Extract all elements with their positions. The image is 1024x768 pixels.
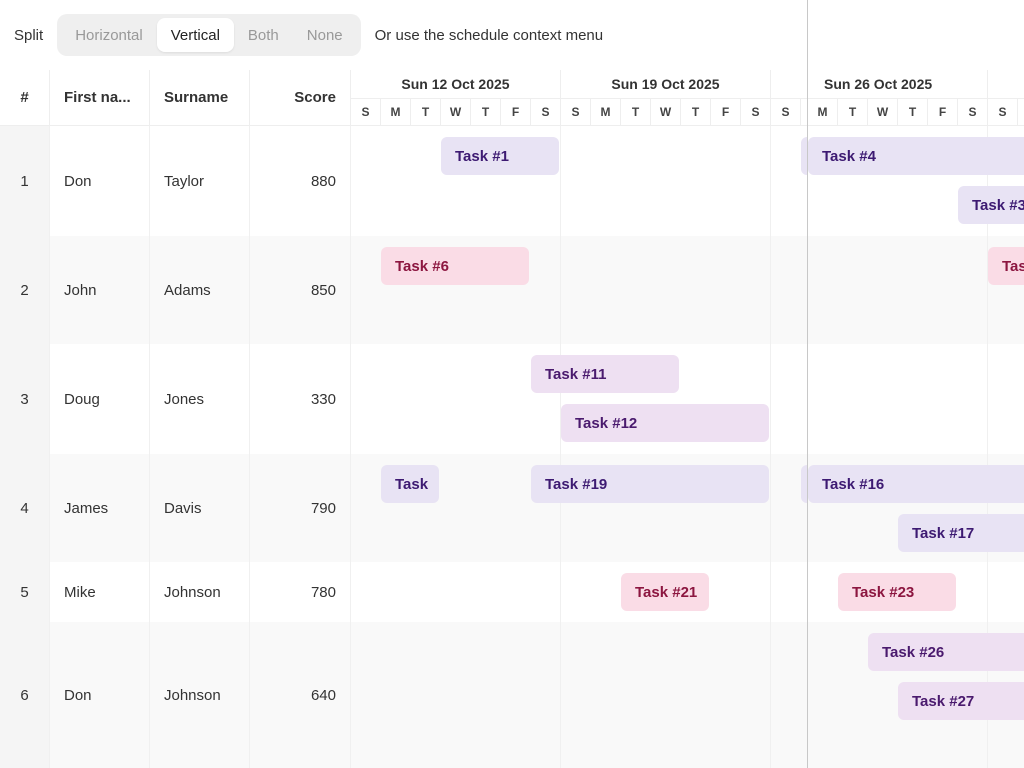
schedule-left-view[interactable]: Sun 12 Oct 2025 S M T W T F S Sun 19 Oct 2025 S M T… <box>351 70 807 768</box>
day-header: M <box>808 99 838 126</box>
score-cell[interactable]: 640 <box>250 622 351 768</box>
day-header: T <box>411 99 441 126</box>
day-header: S <box>561 99 591 126</box>
event-bar[interactable]: Task #27 <box>898 682 1024 720</box>
event-bar[interactable]: Task #4 <box>801 137 807 175</box>
day-header: W <box>868 99 898 126</box>
event-bar[interactable]: Task #21 <box>621 573 709 611</box>
week-header: Sun 12 Oct 2025 <box>351 70 561 99</box>
score-cell[interactable]: 330 <box>250 344 351 454</box>
event-bar[interactable]: Task #4 <box>808 137 1024 175</box>
day-header: W <box>441 99 471 126</box>
schedule-row[interactable] <box>351 126 807 236</box>
row-number: 6 <box>0 622 50 768</box>
split-horizontal-button[interactable]: Horizontal <box>75 26 143 44</box>
week-header: Sun 26 Oct 2025 <box>808 70 988 99</box>
day-header: S <box>771 99 801 126</box>
surname-cell[interactable]: Taylor <box>150 126 250 236</box>
day-header: T <box>898 99 928 126</box>
first-name-cell[interactable]: Doug <box>50 344 150 454</box>
day-header: M <box>1018 99 1024 126</box>
day-header: M <box>591 99 621 126</box>
event-bar[interactable]: Task #23 <box>838 573 956 611</box>
day-header: S <box>741 99 771 126</box>
event-bar[interactable]: Task #6 <box>381 247 529 285</box>
column-header-score[interactable]: Score <box>250 70 351 126</box>
score-cell[interactable]: 880 <box>250 126 351 236</box>
first-name-cell[interactable]: Mike <box>50 562 150 622</box>
split-none-button[interactable]: None <box>306 26 343 44</box>
event-bar[interactable]: Task #3 <box>958 186 1024 224</box>
day-header: M <box>801 99 807 126</box>
row-number: 4 <box>0 454 50 562</box>
split-both-button[interactable]: Both <box>247 26 279 44</box>
day-header: S <box>958 99 988 126</box>
event-bar[interactable]: Task #16 <box>808 465 1024 503</box>
day-header: F <box>711 99 741 126</box>
score-cell[interactable]: 780 <box>250 562 351 622</box>
split-vertical-button[interactable]: Vertical <box>156 18 234 52</box>
day-header: T <box>621 99 651 126</box>
day-header: W <box>651 99 681 126</box>
column-header-surname[interactable]: Surname <box>150 70 250 126</box>
event-bar[interactable]: Task <box>381 465 439 503</box>
event-bar[interactable]: Task #26 <box>868 633 1024 671</box>
hint-text: Or use the schedule context menu <box>374 26 604 44</box>
week-divider <box>560 126 561 768</box>
day-header: S <box>351 99 381 126</box>
row-number: 3 <box>0 344 50 454</box>
day-header: M <box>381 99 411 126</box>
surname-cell[interactable]: Adams <box>150 236 250 344</box>
table-row[interactable]: 4 James Davis 790 <box>0 454 351 562</box>
table-row[interactable]: 1 Don Taylor 880 <box>0 126 351 236</box>
day-header: F <box>501 99 531 126</box>
surname-cell[interactable]: Jones <box>150 344 250 454</box>
schedule-row[interactable] <box>351 562 807 622</box>
week-divider <box>987 126 988 768</box>
event-bar[interactable]: Task #11 <box>531 355 679 393</box>
day-header: S <box>531 99 561 126</box>
toolbar: Split Horizontal Vertical Both None Or u… <box>0 0 807 70</box>
week-header: Sun 19 Oct 2025 <box>561 70 771 99</box>
column-header-first-name[interactable]: First na... <box>50 70 150 126</box>
week-header: Sun 2 Nov 2025 <box>988 70 1024 99</box>
day-header: F <box>928 99 958 126</box>
score-cell[interactable]: 850 <box>250 236 351 344</box>
event-bar[interactable]: Task #17 <box>898 514 1024 552</box>
table-row[interactable]: 5 Mike Johnson 780 <box>0 562 351 622</box>
first-name-cell[interactable]: Don <box>50 126 150 236</box>
row-number: 2 <box>0 236 50 344</box>
schedule-right-view[interactable]: Sun 26 Oct 2025MTWTFSSun 2 Nov 2025SMTas… <box>808 70 1024 768</box>
event-bar[interactable]: Task #7 <box>988 247 1024 285</box>
table-row[interactable]: 6 Don Johnson 640 <box>0 622 351 768</box>
day-header: S <box>988 99 1018 126</box>
day-header: T <box>838 99 868 126</box>
split-mode-segmented-control: Horizontal Vertical Both None <box>57 14 361 56</box>
vertical-splitter[interactable] <box>807 0 808 768</box>
table-row[interactable]: 2 John Adams 850 <box>0 236 351 344</box>
table-row[interactable]: 3 Doug Jones 330 <box>0 344 351 454</box>
row-number: 1 <box>0 126 50 236</box>
column-header-number[interactable]: # <box>0 70 50 126</box>
surname-cell[interactable]: Johnson <box>150 622 250 768</box>
split-label: Split <box>14 26 44 44</box>
first-name-cell[interactable]: John <box>50 236 150 344</box>
surname-cell[interactable]: Johnson <box>150 562 250 622</box>
surname-cell[interactable]: Davis <box>150 454 250 562</box>
week-divider <box>770 126 771 768</box>
day-header: T <box>471 99 501 126</box>
score-cell[interactable]: 790 <box>250 454 351 562</box>
week-header: Sun 26 Oct 2025 <box>771 70 807 99</box>
first-name-cell[interactable]: Don <box>50 622 150 768</box>
resource-grid: # First na... Surname Score 1 Don Taylor… <box>0 70 351 768</box>
event-bar[interactable]: Task #1 <box>441 137 559 175</box>
event-bar[interactable]: Task #12 <box>561 404 769 442</box>
day-header: T <box>681 99 711 126</box>
event-bar[interactable]: Task #19 <box>531 465 769 503</box>
schedule-row[interactable] <box>351 622 807 768</box>
schedule-row[interactable] <box>808 344 1024 454</box>
row-number: 5 <box>0 562 50 622</box>
first-name-cell[interactable]: James <box>50 454 150 562</box>
event-bar[interactable]: Task #16 <box>801 465 807 503</box>
